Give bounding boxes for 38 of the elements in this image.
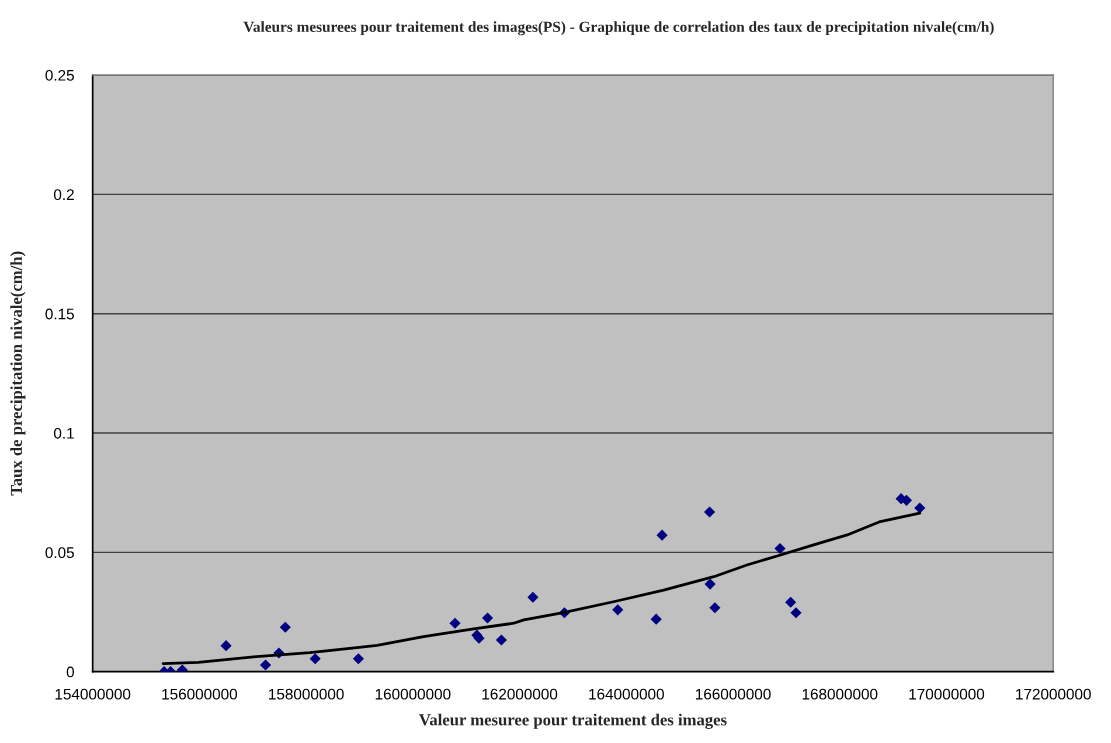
x-tick-label: 166000000: [695, 688, 771, 700]
point: [704, 506, 716, 518]
point: [704, 578, 716, 590]
point: [785, 596, 797, 608]
point: [656, 529, 668, 541]
x-tick-label: 160000000: [375, 688, 451, 700]
y-axis-title: Taux de precipitation nivale(cm/h): [10, 251, 26, 496]
point: [309, 653, 321, 665]
x-tick-label: 154000000: [55, 688, 131, 700]
chart-title: Valeurs mesurees pour traitement des images(PS) - Graphique de correlation des taux de precipitation nivale(cm/h): [243, 21, 994, 36]
point: [449, 617, 461, 629]
point: [220, 640, 232, 652]
point: [495, 634, 507, 646]
point: [260, 659, 272, 671]
point: [527, 591, 539, 603]
point: [612, 604, 624, 616]
x-tick-label: 170000000: [909, 688, 985, 700]
x-tick-label: 158000000: [269, 688, 344, 700]
point: [352, 653, 364, 665]
y-tick-label: 0.25: [45, 69, 74, 81]
point: [709, 602, 721, 614]
point: [650, 613, 662, 625]
point: [914, 502, 926, 514]
x-tick-label: 162000000: [482, 688, 558, 700]
x-tick-label: 172000000: [1016, 688, 1091, 700]
x-tick-label: 164000000: [589, 688, 664, 700]
y-tick-label: 0.1: [53, 427, 74, 439]
point: [482, 612, 494, 624]
y-tick-label: 0.15: [45, 308, 74, 320]
y-tick-label: 0: [66, 666, 75, 678]
x-axis-title: Valeur mesuree pour traitement des images: [419, 713, 727, 729]
x-tick-label: 156000000: [162, 688, 238, 700]
point: [279, 621, 291, 633]
point: [790, 607, 802, 619]
y-tick-label: 0.05: [45, 547, 74, 559]
y-tick-label: 0.2: [53, 189, 74, 201]
x-tick-label: 168000000: [802, 688, 878, 700]
point: [774, 542, 786, 555]
